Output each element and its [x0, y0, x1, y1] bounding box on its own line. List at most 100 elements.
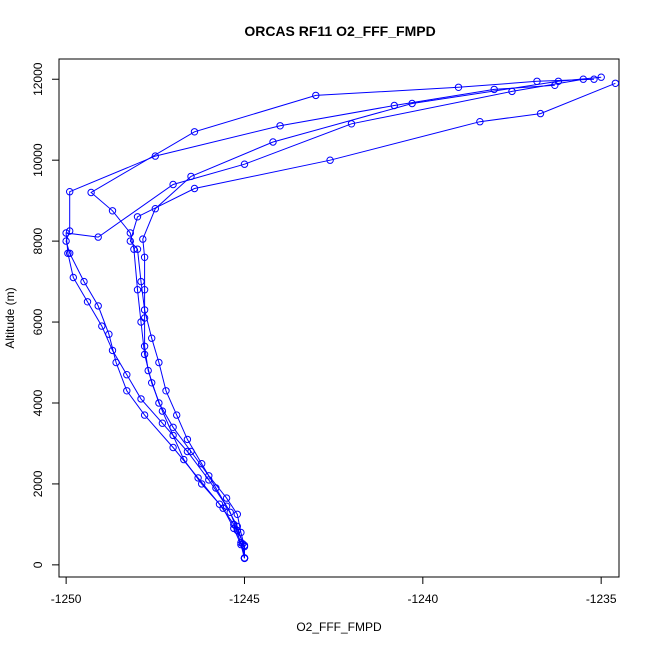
data-point	[151, 152, 160, 160]
data-point	[198, 480, 206, 488]
data-point	[133, 213, 142, 221]
data-point	[233, 510, 242, 518]
x-tick-label: -1245	[229, 592, 260, 606]
data-point	[240, 554, 249, 562]
series-5	[62, 75, 587, 562]
x-axis: -1250 -1245 -1240 -1235	[51, 577, 617, 606]
data-point	[269, 138, 277, 146]
y-axis-label: Altitude (m)	[3, 287, 17, 348]
data-point	[158, 419, 167, 427]
y-tick-label: 2000	[31, 470, 45, 497]
plot-frame	[58, 58, 620, 578]
data-point	[390, 101, 398, 110]
data-point	[222, 494, 231, 502]
data-point	[87, 188, 95, 197]
data-point	[140, 350, 149, 359]
data-point	[69, 273, 78, 282]
data-point	[123, 371, 131, 379]
data-point	[140, 306, 149, 314]
data-point	[83, 298, 92, 306]
series-4	[126, 79, 620, 563]
data-point	[536, 109, 545, 118]
data-point	[233, 522, 242, 531]
data-point	[169, 443, 177, 452]
data-point	[183, 435, 192, 444]
data-point	[139, 235, 147, 243]
data-point	[190, 184, 199, 193]
data-point	[508, 87, 516, 96]
x-tick-label: -1240	[407, 592, 438, 606]
data-point	[579, 75, 587, 83]
data-point	[239, 540, 247, 548]
data-point	[326, 156, 334, 164]
data-point	[123, 387, 131, 395]
data-point	[133, 245, 142, 253]
data-point	[64, 249, 72, 258]
data-point	[215, 500, 224, 508]
data-point	[169, 180, 177, 189]
series-1	[139, 73, 605, 562]
data-point	[148, 334, 156, 342]
data-point	[183, 447, 192, 456]
series-2	[87, 75, 598, 562]
data-point	[126, 229, 135, 237]
data-point	[137, 395, 145, 403]
y-tick-label: 8000	[31, 227, 45, 254]
data-point	[240, 160, 249, 168]
data-point	[158, 407, 167, 415]
data-point	[205, 476, 213, 484]
data-point	[155, 358, 163, 367]
series-line	[142, 76, 602, 558]
x-tick-label: -1250	[51, 592, 82, 606]
data-point	[347, 120, 356, 128]
data-point	[140, 253, 149, 261]
data-point	[108, 207, 117, 215]
data-point	[276, 122, 284, 130]
data-point	[137, 277, 145, 286]
data-point	[80, 277, 88, 286]
data-point	[190, 128, 199, 136]
data-point	[66, 227, 74, 235]
data-point	[198, 460, 206, 468]
data-point	[137, 318, 145, 326]
data-point	[222, 502, 231, 510]
data-point	[240, 541, 249, 550]
x-axis-label: O2_FFF_FMPD	[296, 620, 382, 634]
y-tick-label: 4000	[31, 389, 45, 416]
data-point	[94, 233, 102, 241]
data-point	[476, 118, 484, 126]
data-point	[454, 83, 463, 92]
data-point	[133, 286, 142, 294]
data-point	[62, 229, 70, 237]
x-tick-label: -1235	[586, 592, 617, 606]
data-point	[108, 346, 117, 355]
y-axis: 0 2000 4000 6000 8000 10000 12000	[31, 62, 59, 568]
y-tick-label: 0	[31, 561, 45, 568]
data-point	[140, 411, 149, 419]
y-tick-label: 12000	[31, 62, 45, 96]
data-point	[169, 431, 177, 440]
data-point	[533, 77, 541, 86]
data-point	[611, 79, 620, 88]
data-point	[194, 474, 202, 482]
data-point	[94, 302, 102, 310]
data-point	[148, 379, 156, 387]
data-point	[66, 188, 74, 196]
series-3	[62, 81, 559, 562]
y-tick-label: 10000	[31, 143, 45, 177]
data-point	[312, 91, 320, 100]
data-point	[140, 286, 149, 294]
series-line	[90, 78, 595, 559]
data-point	[226, 508, 234, 516]
data-point	[590, 75, 598, 83]
series-layer	[62, 73, 620, 563]
data-point	[151, 205, 160, 213]
data-point	[237, 528, 245, 537]
chart-title: ORCAS RF11 O2_FFF_FMPD	[244, 23, 435, 39]
data-point	[180, 455, 188, 464]
series-line	[65, 78, 584, 559]
data-point	[126, 237, 135, 245]
data-point	[173, 411, 181, 419]
data-point	[98, 322, 106, 330]
